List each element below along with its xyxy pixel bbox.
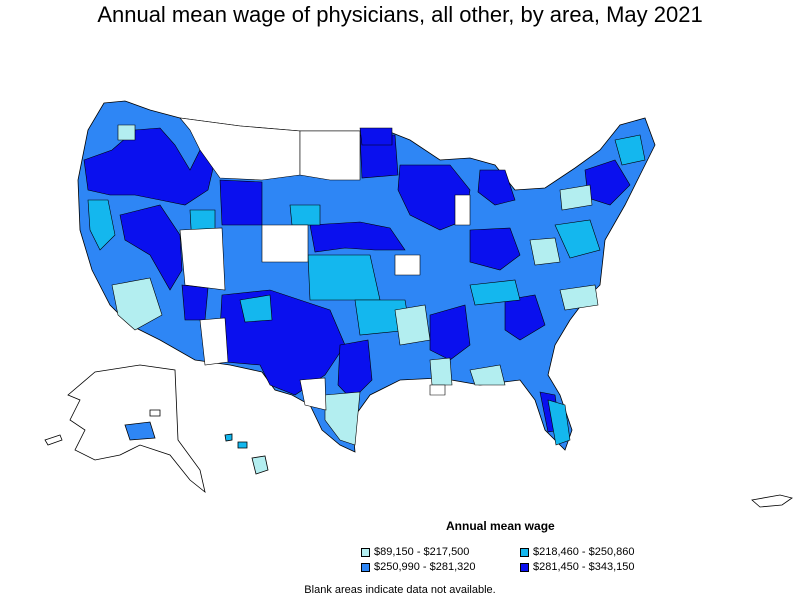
region-plains: [309, 221, 406, 253]
region-ms: [429, 357, 453, 386]
legend-item-1: $89,150 - $217,500: [361, 546, 469, 558]
legend-item-4: $281,450 - $343,150: [520, 561, 635, 573]
region-wv: [529, 237, 561, 266]
footnote: Blank areas indicate data not available.: [304, 584, 496, 596]
region-nd: [299, 130, 361, 181]
region-fl-s: [547, 399, 571, 446]
region-ms-s: [429, 384, 446, 396]
region-tx-w: [299, 377, 327, 411]
legend-label-1: $89,150 - $217,500: [374, 546, 470, 558]
region-ny: [559, 184, 593, 211]
region-tenn: [469, 279, 521, 306]
hawaii-islands: [224, 433, 248, 449]
region-midwest: [397, 164, 471, 231]
legend-label-3: $250,990 - $281,320: [374, 561, 476, 573]
region-co: [239, 294, 273, 323]
region-tx-south: [324, 391, 361, 446]
legend-swatch-1: [361, 547, 370, 557]
region-nevada: [119, 204, 183, 291]
legend-swatch-2: [520, 547, 529, 557]
alaska-area: [124, 421, 156, 441]
region-ne: [614, 134, 646, 166]
region-mo: [394, 254, 421, 276]
region-south: [429, 304, 471, 361]
legend-item-2: $218,460 - $250,860: [520, 546, 635, 558]
legend-swatch-4: [520, 562, 529, 572]
tier-2-areas: [87, 134, 646, 446]
legend-label-2: $218,460 - $250,860: [533, 546, 635, 558]
region-il: [454, 194, 471, 226]
region-nm: [199, 317, 229, 366]
region-montana-n: [359, 127, 393, 146]
hawaii-big-island: [251, 455, 269, 475]
hawaii: [224, 433, 269, 475]
legend-label-4: $281,450 - $343,150: [533, 561, 635, 573]
legend-title: Annual mean wage: [446, 519, 555, 533]
region-kansas: [307, 254, 381, 301]
region-wyoming: [219, 179, 263, 226]
legend-item-3: $250,990 - $281,320: [361, 561, 476, 573]
no-data-areas: [179, 117, 471, 411]
region-socal: [111, 277, 163, 331]
alaska: [44, 364, 206, 494]
map-title: Annual mean wage of physicians, all othe…: [97, 2, 703, 27]
region-tx-east: [337, 339, 373, 401]
region-ga: [504, 294, 546, 341]
region-utah: [179, 227, 226, 291]
region-nc: [559, 284, 599, 311]
pr-outline: [751, 494, 793, 508]
region-al: [469, 364, 506, 386]
region-montana: [179, 117, 301, 181]
region-ohio: [469, 227, 521, 271]
tier-1-areas: [111, 124, 599, 446]
region-wa-n: [117, 124, 136, 141]
region-ar: [394, 304, 431, 346]
region-michigan: [477, 169, 516, 206]
puerto-rico: [751, 494, 793, 508]
region-va: [554, 219, 601, 259]
region-sd: [289, 204, 321, 226]
region-az: [181, 284, 209, 321]
alaska-islands: [44, 409, 161, 446]
region-co-w: [261, 224, 309, 263]
legend-swatch-3: [361, 562, 370, 572]
region-ca-central: [87, 199, 116, 251]
